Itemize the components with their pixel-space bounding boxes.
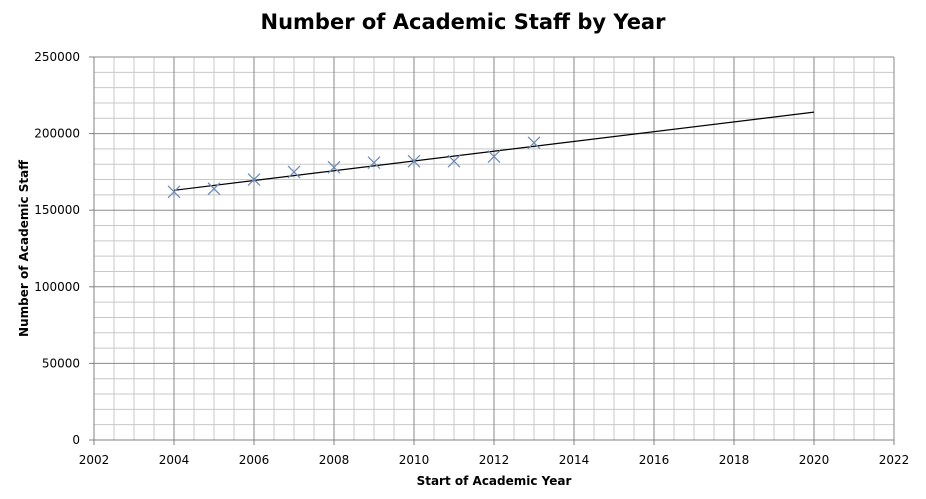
y-tick-label: 100000 [34,280,80,294]
x-tick-label: 2014 [559,453,590,467]
x-tick-label: 2002 [79,453,110,467]
data-point [487,150,501,164]
data-point [447,154,461,168]
y-tick-label: 250000 [34,50,80,64]
x-tick-label: 2020 [799,453,830,467]
x-tick-label: 2004 [159,453,190,467]
x-axis-title: Start of Academic Year [417,474,572,488]
data-point [167,185,181,199]
data-point [407,154,421,168]
y-axis-title: Number of Academic Staff [17,160,31,337]
x-tick-label: 2012 [479,453,510,467]
data-point [367,156,381,170]
data-point [527,136,541,150]
x-tick-label: 2018 [719,453,750,467]
data-point [327,160,341,174]
x-tick-label: 2016 [639,453,670,467]
data-point [247,173,261,187]
x-tick-label: 2010 [399,453,430,467]
y-tick-label: 150000 [34,203,80,217]
y-tick-label: 0 [72,433,80,447]
x-tick-label: 2006 [239,453,270,467]
x-tick-label: 2008 [319,453,350,467]
x-tick-label: 2022 [879,453,910,467]
chart-title: Number of Academic Staff by Year [260,10,666,34]
y-tick-label: 50000 [42,356,80,370]
data-point [207,182,221,196]
data-point [287,165,301,179]
trendline [173,111,815,191]
y-tick-label: 200000 [34,127,80,141]
